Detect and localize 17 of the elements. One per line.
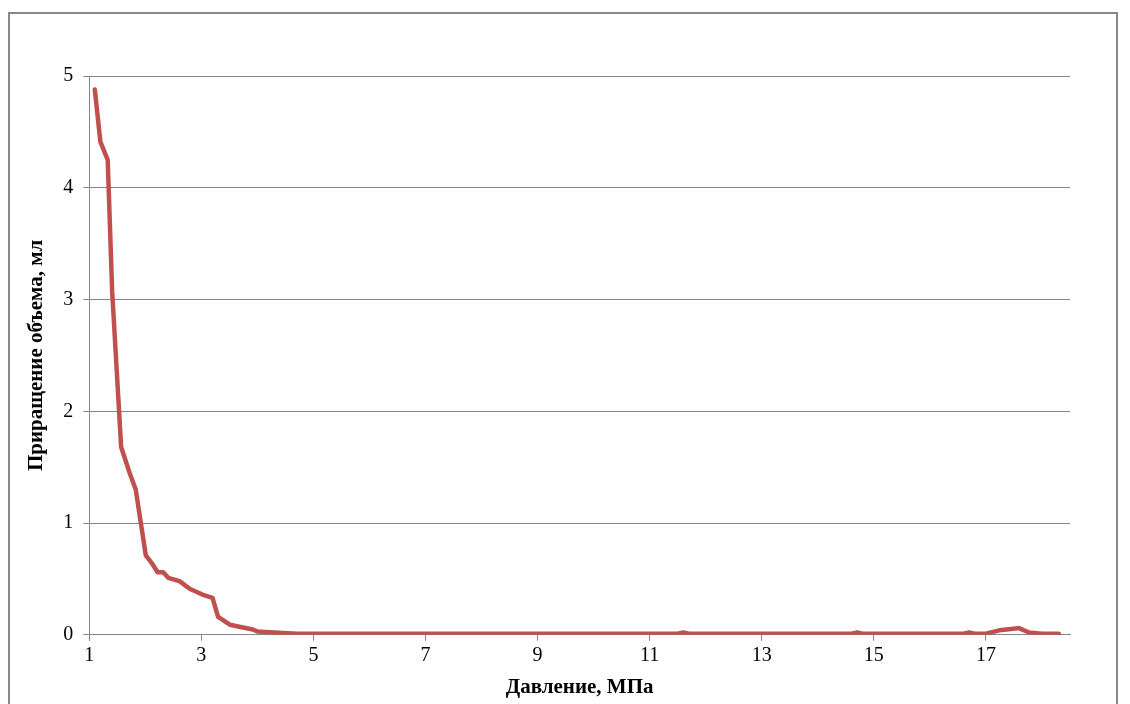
y-tick-label: 5 [63, 63, 74, 86]
x-tick-label: 1 [84, 643, 95, 666]
x-tick-label: 3 [196, 643, 207, 666]
y-tick-label: 3 [63, 286, 74, 309]
x-tick-label: 11 [640, 643, 660, 666]
x-tick-label: 7 [420, 643, 431, 666]
y-tick-label: 0 [63, 622, 74, 645]
x-axis-title: Давление, МПа [505, 673, 654, 698]
x-tick-label: 13 [751, 643, 772, 666]
x-tick-label: 17 [975, 643, 996, 666]
x-tick-label: 15 [863, 643, 884, 666]
x-tick-label: 5 [308, 643, 319, 666]
y-tick-label: 2 [63, 398, 74, 421]
y-axis-title: Приращение объема, мл [23, 239, 48, 472]
y-tick-label: 4 [63, 175, 74, 198]
x-tick-label: 9 [532, 643, 543, 666]
y-tick-label: 1 [63, 510, 74, 533]
